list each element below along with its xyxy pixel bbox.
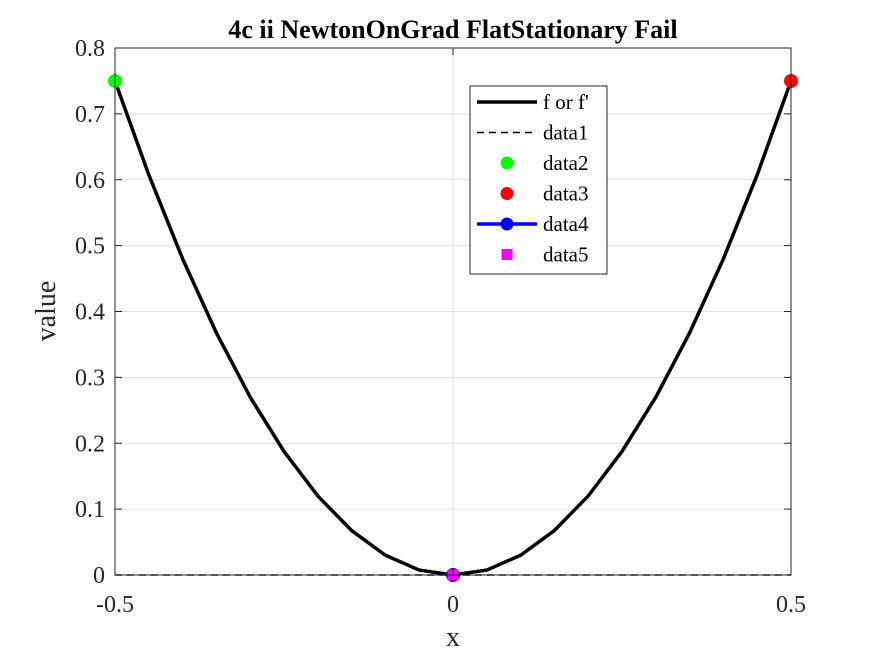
y-tick-label: 0.6 <box>75 168 105 194</box>
y-tick-label: 0.5 <box>75 234 105 260</box>
axis-ticks: 0 0.1 0.2 0.3 0.4 0.5 0.6 0.7 0.8 -0.5 0 0.5 <box>75 36 806 618</box>
y-tick-label: 0.3 <box>75 365 105 391</box>
legend-label: data4 <box>543 212 589 236</box>
y-tick-label: 0 <box>93 563 105 589</box>
chart-title: 4c ii NewtonOnGrad FlatStationary Fail <box>228 15 677 44</box>
y-tick-label: 0.4 <box>75 300 105 326</box>
x-tick-label: -0.5 <box>96 592 134 618</box>
x-tick-label: 0.5 <box>776 592 806 618</box>
legend-label: data1 <box>543 121 588 145</box>
legend-swatch-square <box>501 249 513 260</box>
y-tick-label: 0.2 <box>75 431 105 457</box>
legend-swatch-marker <box>500 156 514 170</box>
x-tick-label: 0 <box>447 592 459 618</box>
y-axis-label: value <box>31 281 62 342</box>
legend-label: data2 <box>543 151 588 175</box>
legend-label: data5 <box>543 243 588 267</box>
legend-box <box>469 85 608 275</box>
y-tick-label: 0.1 <box>75 497 105 523</box>
y-tick-label: 0.7 <box>75 102 105 128</box>
legend-label: f or f' <box>543 90 589 114</box>
x-axis-label: x <box>446 622 460 653</box>
y-tick-label: 0.8 <box>75 36 105 62</box>
legend-swatch-marker <box>500 187 514 200</box>
legend-label: data3 <box>543 182 588 206</box>
legend: f or f' data1 data2 data3 data4 data5 <box>469 85 608 275</box>
legend-swatch-marker <box>500 217 514 231</box>
